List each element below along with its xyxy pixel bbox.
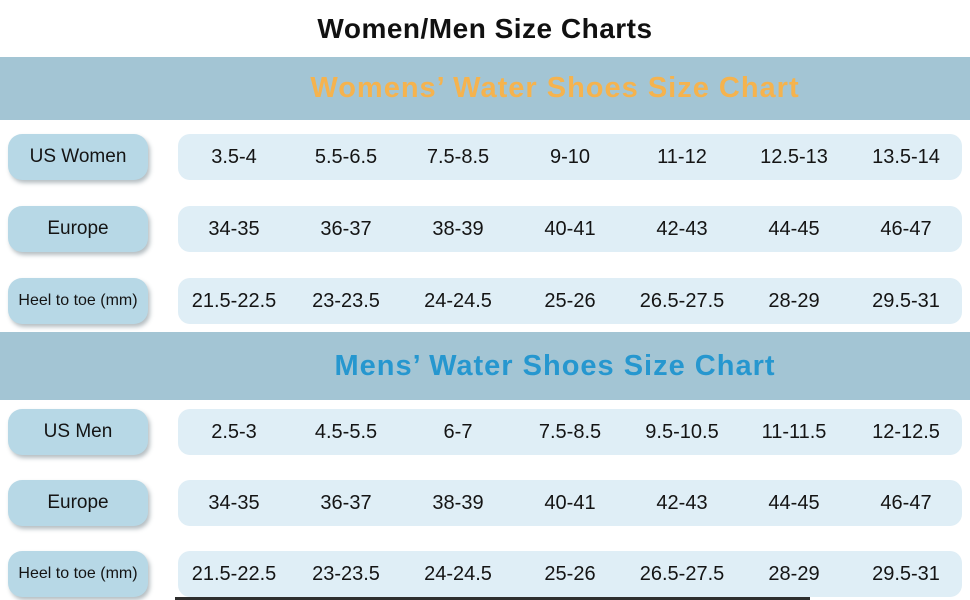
size-value: 26.5-27.5	[639, 562, 725, 585]
size-value: 29.5-31	[872, 289, 940, 312]
size-row: US Women 3.5-4 5.5-6.5 7.5-8.5 9-10 11-12 12.5…	[0, 134, 970, 180]
size-row: Europe 34-35 36-37 38-39 40-41 42-43 44-45 46-4…	[0, 206, 970, 252]
row-values-strip: 34-35 36-37 38-39 40-41 42-43 44-45 46-47	[178, 480, 962, 526]
size-value: 46-47	[880, 217, 932, 240]
size-value: 11-11.5	[761, 420, 827, 443]
mens-chart-rows: US Men 2.5-3 4.5-5.5 6-7 7.5-8.5 9.5-10.5 11-1…	[0, 409, 970, 597]
size-value: 38-39	[432, 491, 484, 514]
size-value: 36-37	[320, 491, 372, 514]
row-label: Heel to toe (mm)	[8, 278, 148, 324]
size-value: 7.5-8.5	[538, 420, 602, 443]
size-row: Heel to toe (mm) 21.5-22.5 23-23.5 24-24.5 2…	[0, 551, 970, 597]
size-value: 5.5-6.5	[314, 145, 378, 168]
size-value: 23-23.5	[312, 562, 380, 585]
size-value: 40-41	[544, 491, 596, 514]
row-values-strip: 21.5-22.5 23-23.5 24-24.5 25-26 26.5-27.5 28-…	[178, 278, 962, 324]
size-value: 36-37	[320, 217, 372, 240]
size-value: 11-12	[657, 145, 707, 168]
womens-chart-rows: US Women 3.5-4 5.5-6.5 7.5-8.5 9-10 11-12 12.5…	[0, 134, 970, 324]
size-value: 3.5-4	[211, 145, 257, 168]
size-value: 21.5-22.5	[191, 289, 277, 312]
size-value: 42-43	[656, 491, 708, 514]
size-value: 7.5-8.5	[426, 145, 490, 168]
size-value: 29.5-31	[872, 562, 940, 585]
row-label: US Women	[8, 134, 148, 180]
size-value: 28-29	[768, 562, 820, 585]
size-row: Heel to toe (mm) 21.5-22.5 23-23.5 24-24.5 2…	[0, 278, 970, 324]
size-value: 25-26	[544, 289, 596, 312]
size-value: 23-23.5	[312, 289, 380, 312]
size-value: 9.5-10.5	[645, 420, 719, 443]
size-value: 46-47	[880, 491, 932, 514]
row-values-strip: 3.5-4 5.5-6.5 7.5-8.5 9-10 11-12 12.5-13 13.5-…	[178, 134, 962, 180]
page-title: Women/Men Size Charts	[317, 12, 653, 44]
row-values-strip: 21.5-22.5 23-23.5 24-24.5 25-26 26.5-27.5 28-…	[178, 551, 962, 597]
size-row: US Men 2.5-3 4.5-5.5 6-7 7.5-8.5 9.5-10.5 11-1…	[0, 409, 970, 455]
size-value: 4.5-5.5	[314, 420, 378, 443]
size-value: 44-45	[768, 491, 820, 514]
size-value: 26.5-27.5	[639, 289, 725, 312]
size-value: 24-24.5	[424, 289, 492, 312]
size-row: Europe 34-35 36-37 38-39 40-41 42-43 44-45 46-4…	[0, 480, 970, 526]
mens-chart-title: Mens’ Water Shoes Size Chart	[334, 349, 776, 382]
row-values-strip: 2.5-3 4.5-5.5 6-7 7.5-8.5 9.5-10.5 11-11.5 12-…	[178, 409, 962, 455]
size-value: 42-43	[656, 217, 708, 240]
size-value: 9-10	[549, 145, 591, 168]
row-label: Heel to toe (mm)	[8, 551, 148, 597]
size-value: 12.5-13	[760, 145, 828, 168]
size-value: 24-24.5	[424, 562, 492, 585]
row-label: US Men	[8, 409, 148, 455]
mens-chart-banner: Mens’ Water Shoes Size Chart	[0, 332, 970, 400]
row-label: Europe	[8, 480, 148, 526]
size-value: 25-26	[544, 562, 596, 585]
size-value: 40-41	[544, 217, 596, 240]
womens-chart-banner: Womens’ Water Shoes Size Chart	[0, 57, 970, 120]
size-value: 38-39	[432, 217, 484, 240]
cropped-next-section-edge	[175, 597, 810, 600]
womens-chart-title: Womens’ Water Shoes Size Chart	[310, 72, 800, 104]
row-label: Europe	[8, 206, 148, 252]
size-value: 34-35	[208, 217, 260, 240]
size-value: 2.5-3	[211, 420, 257, 443]
size-value: 44-45	[768, 217, 820, 240]
size-value: 6-7	[443, 420, 473, 443]
size-value: 13.5-14	[872, 145, 940, 168]
row-values-strip: 34-35 36-37 38-39 40-41 42-43 44-45 46-47	[178, 206, 962, 252]
size-value: 21.5-22.5	[191, 562, 277, 585]
size-value: 12-12.5	[872, 420, 940, 443]
size-value: 34-35	[208, 491, 260, 514]
size-value: 28-29	[768, 289, 820, 312]
